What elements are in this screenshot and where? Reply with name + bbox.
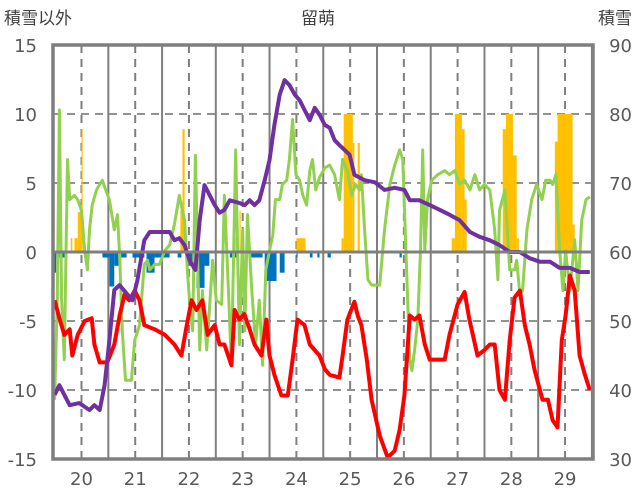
x-tick-label: 27 xyxy=(446,469,469,490)
left-axis-title: 積雪以外 xyxy=(4,9,72,29)
y-right-tick-label: 30 xyxy=(609,450,632,471)
right-axis-title: 積雪 xyxy=(598,9,632,29)
snow-depth-line xyxy=(52,78,590,412)
precip-bars-bar xyxy=(505,114,513,252)
precip-bars-bar xyxy=(239,210,241,252)
precip-bars-bar xyxy=(182,129,185,252)
negative-bars-bar xyxy=(309,252,313,258)
precip-bars-bar xyxy=(341,238,344,252)
x-tick-label: 23 xyxy=(231,469,254,490)
precip-bars-bar xyxy=(352,142,355,252)
temperature-line xyxy=(52,273,592,460)
green-line-line xyxy=(53,108,591,400)
precip-bars-bar xyxy=(357,142,360,252)
precip-bars-bar xyxy=(516,238,519,252)
precip-bars-bar xyxy=(70,238,73,252)
precip-bars-bar xyxy=(451,238,455,252)
negative-bars-bar xyxy=(317,252,320,258)
negative-bars-bar xyxy=(204,252,210,266)
y-left-tick-label: -15 xyxy=(8,450,37,471)
precip-bars-bar xyxy=(572,224,575,252)
negative-bars-bar xyxy=(264,252,277,281)
negative-bars-bar xyxy=(177,252,182,258)
negative-bars-bar xyxy=(327,252,331,258)
x-tick-label: 29 xyxy=(554,469,577,490)
y-right-tick-label: 90 xyxy=(609,36,632,57)
precip-bars-bar xyxy=(180,210,183,252)
x-tick-label: 20 xyxy=(70,469,93,490)
negative-bars-bar xyxy=(121,252,127,258)
y-right-tick-label: 60 xyxy=(609,243,632,264)
x-tick-label: 21 xyxy=(124,469,147,490)
negative-bars-bar xyxy=(109,252,115,287)
negative-bars-bar xyxy=(296,252,298,258)
x-tick-label: 26 xyxy=(392,469,415,490)
precip-bars-bar xyxy=(74,238,78,252)
y-right-tick-label: 70 xyxy=(609,174,632,195)
negative-bars-bar xyxy=(146,252,155,273)
negative-bars-bar xyxy=(114,252,122,266)
x-tick-label: 22 xyxy=(177,469,200,490)
x-tick-label: 24 xyxy=(285,469,308,490)
precip-bars-bar xyxy=(81,129,83,252)
y-left-tick-label: -5 xyxy=(19,312,37,333)
negative-bars-bar xyxy=(196,252,205,288)
negative-bars-bar xyxy=(399,252,402,258)
y-left-tick-label: 15 xyxy=(14,36,37,57)
y-right-tick-label: 80 xyxy=(609,105,632,126)
precip-bars-bar xyxy=(296,238,306,252)
precip-bars-bar xyxy=(77,211,82,252)
y-right-tick-label: 40 xyxy=(609,381,632,402)
negative-bars-bar xyxy=(102,252,110,258)
precip-bars-bar xyxy=(461,129,465,252)
chart-title: 留萌 xyxy=(301,9,335,29)
y-left-tick-label: 5 xyxy=(26,174,37,195)
negative-bars-bar xyxy=(279,252,285,273)
negative-bars-bar xyxy=(249,252,263,258)
precip-bars-bar xyxy=(557,114,573,252)
y-left-tick-label: 0 xyxy=(26,243,37,264)
y-left-tick-label: 10 xyxy=(14,105,37,126)
negative-bars-bar xyxy=(187,252,197,266)
negative-bars-bar xyxy=(132,252,145,258)
x-tick-label: 28 xyxy=(500,469,523,490)
series-lines xyxy=(52,78,592,460)
y-left-tick-label: -10 xyxy=(8,381,37,402)
x-tick-label: 25 xyxy=(339,469,362,490)
precip-bars-bar xyxy=(512,155,517,252)
y-right-tick-label: 50 xyxy=(609,312,632,333)
